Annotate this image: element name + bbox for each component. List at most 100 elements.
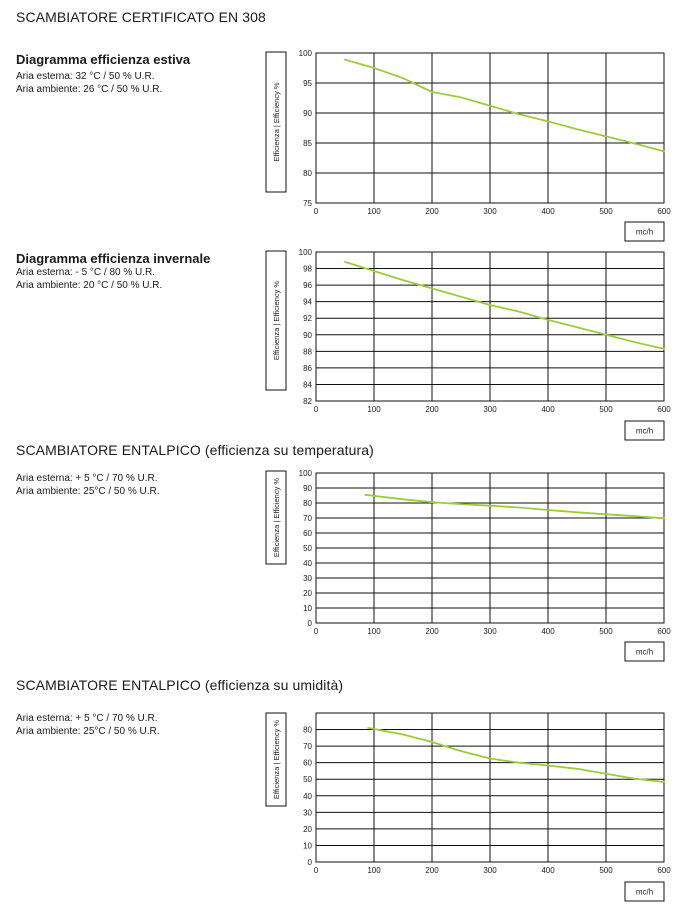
x-tick-label: 400 xyxy=(541,207,555,216)
x-tick-label: 600 xyxy=(657,866,671,875)
x-tick-label: 400 xyxy=(541,405,555,414)
x-tick-label: 200 xyxy=(425,207,439,216)
x-tick-label: 400 xyxy=(541,866,555,875)
efficiency-series-line xyxy=(344,260,665,350)
y-axis-label-box xyxy=(265,250,287,391)
x-tick-label: 300 xyxy=(483,866,497,875)
y-axis-label: Efficienza | Efficiency % xyxy=(272,720,281,800)
y-tick-label: 70 xyxy=(303,514,312,523)
y-tick-label: 30 xyxy=(303,808,312,817)
efficiency-series-line xyxy=(344,58,665,153)
x-tick-label: 0 xyxy=(314,405,319,414)
y-axis-label-box xyxy=(265,712,287,807)
x-axis-unit-label: mc/h xyxy=(636,228,653,237)
x-tick-label: 600 xyxy=(657,627,671,636)
enthalpic-hum-conditions: Aria esterna: + 5 °C / 70 % U.R. Aria am… xyxy=(16,712,160,738)
winter-indoor-condition: Aria ambiente: 20 °C / 50 % U.R. xyxy=(16,280,163,291)
summer-conditions: Aria esterna: 32 °C / 50 % U.R. Aria amb… xyxy=(16,70,162,96)
y-tick-label: 50 xyxy=(303,544,312,553)
winter-conditions: Aria esterna: - 5 °C / 80 % U.R. Aria am… xyxy=(16,266,162,292)
y-tick-label: 95 xyxy=(303,79,312,88)
y-axis-label-box xyxy=(265,470,287,565)
x-tick-label: 300 xyxy=(483,207,497,216)
x-tick-label: 500 xyxy=(599,866,613,875)
y-tick-label: 75 xyxy=(303,199,312,208)
y-tick-label: 0 xyxy=(308,619,313,628)
y-axis-label: Efficienza | Efficiency % xyxy=(272,281,281,361)
y-tick-label: 94 xyxy=(303,298,312,307)
y-tick-label: 86 xyxy=(303,364,312,373)
y-axis-label: Efficienza | Efficiency % xyxy=(272,82,281,162)
x-tick-label: 0 xyxy=(314,866,319,875)
y-tick-label: 90 xyxy=(303,484,312,493)
y-tick-label: 20 xyxy=(303,825,312,834)
y-tick-label: 84 xyxy=(303,380,312,389)
x-tick-label: 100 xyxy=(367,207,381,216)
summer-indoor-condition: Aria ambiente: 26 °C / 50 % U.R. xyxy=(16,84,163,95)
enthalpic-humidity-chart: 0 100 200 300 400 500 600 0 10 20 30 40 50 60 70 80 Effi… xyxy=(265,712,671,902)
x-tick-label: 400 xyxy=(541,627,555,636)
y-tick-label: 92 xyxy=(303,314,312,323)
x-axis-unit-label: mc/h xyxy=(636,427,653,436)
section-title-enthalpic-humidity: SCAMBIATORE ENTALPICO (efficienza su umi… xyxy=(16,677,344,693)
y-axis-label-box xyxy=(265,51,287,193)
y-tick-label: 50 xyxy=(303,775,312,784)
enthalpic-temp-conditions: Aria esterna: + 5 °C / 70 % U.R. Aria am… xyxy=(16,472,160,498)
x-tick-label: 100 xyxy=(367,627,381,636)
x-axis-unit-label: mc/h xyxy=(636,648,653,657)
y-tick-label: 82 xyxy=(303,397,312,406)
section-title-en308: SCAMBIATORE CERTIFICATO EN 308 xyxy=(16,9,266,25)
summer-diagram-title: Diagramma efficienza estiva xyxy=(16,52,191,67)
y-tick-label: 20 xyxy=(303,589,312,598)
y-tick-label: 0 xyxy=(308,858,313,867)
section-title-enthalpic-temperature: SCAMBIATORE ENTALPICO (efficienza su tem… xyxy=(16,442,374,458)
x-axis-unit-box xyxy=(624,221,665,242)
winter-efficiency-chart: 0 100 200 300 400 500 600 82 84 86 88 90 92 94 96 98 100… xyxy=(265,248,671,441)
y-tick-label: 100 xyxy=(299,248,313,257)
efficiency-series-line xyxy=(364,493,665,520)
enthalpic-temp-outdoor-condition: Aria esterna: + 5 °C / 70 % U.R. xyxy=(16,473,158,484)
y-tick-label: 70 xyxy=(303,742,312,751)
y-tick-label: 88 xyxy=(303,347,312,356)
y-tick-label: 40 xyxy=(303,559,312,568)
y-tick-label: 10 xyxy=(303,604,312,613)
x-tick-label: 500 xyxy=(599,627,613,636)
x-tick-label: 200 xyxy=(425,405,439,414)
x-tick-label: 600 xyxy=(657,207,671,216)
x-tick-label: 100 xyxy=(367,866,381,875)
winter-diagram-title: Diagramma efficienza invernale xyxy=(16,251,211,266)
x-tick-label: 300 xyxy=(483,627,497,636)
x-axis-unit-box xyxy=(624,881,665,902)
x-tick-label: 0 xyxy=(314,627,319,636)
enthalpic-hum-outdoor-condition: Aria esterna: + 5 °C / 70 % U.R. xyxy=(16,713,158,724)
y-tick-label: 80 xyxy=(303,726,312,735)
x-tick-label: 100 xyxy=(367,405,381,414)
x-axis-unit-box xyxy=(624,420,665,441)
summer-outdoor-condition: Aria esterna: 32 °C / 50 % U.R. xyxy=(16,71,155,82)
enthalpic-temp-indoor-condition: Aria ambiente: 25°C / 50 % U.R. xyxy=(16,486,160,497)
y-tick-label: 90 xyxy=(303,109,312,118)
efficiency-series-line xyxy=(367,726,665,783)
x-tick-label: 300 xyxy=(483,405,497,414)
x-tick-label: 500 xyxy=(599,405,613,414)
y-tick-label: 100 xyxy=(299,469,313,478)
y-tick-label: 90 xyxy=(303,331,312,340)
y-axis-label: Efficienza | Efficiency % xyxy=(272,478,281,558)
x-tick-label: 200 xyxy=(425,627,439,636)
x-axis-unit-box xyxy=(624,641,665,662)
y-tick-label: 80 xyxy=(303,499,312,508)
x-tick-label: 600 xyxy=(657,405,671,414)
y-tick-label: 100 xyxy=(299,49,313,58)
y-tick-label: 10 xyxy=(303,841,312,850)
enthalpic-temperature-chart: 0 100 200 300 400 500 600 0 10 20 30 40 50 60 70 80 90 10… xyxy=(265,469,671,662)
x-tick-label: 0 xyxy=(314,207,319,216)
enthalpic-hum-indoor-condition: Aria ambiente: 25°C / 50 % U.R. xyxy=(16,726,160,737)
winter-outdoor-condition: Aria esterna: - 5 °C / 80 % U.R. xyxy=(16,267,156,278)
y-tick-label: 40 xyxy=(303,792,312,801)
y-tick-label: 30 xyxy=(303,574,312,583)
x-tick-label: 500 xyxy=(599,207,613,216)
x-tick-label: 200 xyxy=(425,866,439,875)
y-tick-label: 96 xyxy=(303,281,312,290)
summer-efficiency-chart: 0 100 200 300 400 500 600 75 80 85 90 95 100 Efficien… xyxy=(265,49,671,242)
y-tick-label: 98 xyxy=(303,265,312,274)
